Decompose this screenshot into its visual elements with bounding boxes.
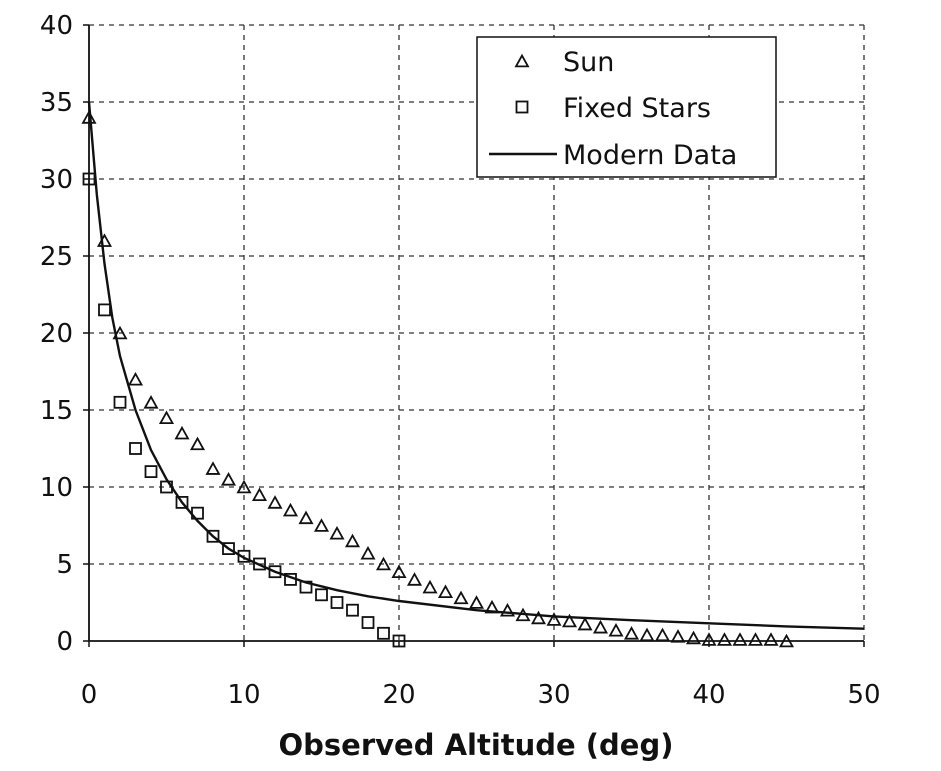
sun-point bbox=[112, 325, 128, 340]
sun-point bbox=[267, 495, 283, 509]
fixed-stars-point bbox=[330, 596, 344, 609]
legend-sun-marker bbox=[514, 53, 530, 68]
sun-point bbox=[623, 626, 640, 640]
sun-point bbox=[732, 632, 748, 646]
sun-point bbox=[96, 233, 113, 247]
sun-point bbox=[701, 632, 717, 646]
y-tick-label: 5 bbox=[56, 550, 73, 580]
sun-point bbox=[561, 613, 578, 628]
sun-point bbox=[468, 595, 485, 609]
fixed-stars-point bbox=[82, 172, 96, 186]
legend-label: Fixed Stars bbox=[563, 93, 711, 124]
fixed-stars-point bbox=[113, 395, 127, 409]
sun-point bbox=[484, 599, 500, 614]
fixed-stars-point bbox=[160, 480, 173, 494]
sun-point bbox=[298, 510, 314, 525]
x-tick-label: 0 bbox=[81, 680, 98, 710]
x-tick-labels: 0 10 20 30 40 50 bbox=[81, 680, 881, 710]
sun-point bbox=[282, 502, 299, 517]
sun-point bbox=[158, 410, 175, 425]
y-tick-label: 25 bbox=[40, 242, 73, 272]
sun-point bbox=[375, 556, 392, 571]
fixed-stars-point bbox=[284, 573, 297, 586]
sun-point bbox=[127, 371, 144, 386]
fixed-stars-point bbox=[253, 557, 266, 571]
sun-point bbox=[453, 590, 469, 605]
modern-data-line bbox=[87, 101, 865, 630]
y-tick-labels: 0 5 10 15 20 25 30 35 40 bbox=[40, 11, 73, 657]
axes bbox=[83, 24, 865, 647]
sun-point bbox=[81, 110, 97, 124]
fixed-stars-point bbox=[361, 616, 375, 629]
fixed-stars-point bbox=[98, 303, 111, 317]
legend-label: Sun bbox=[563, 47, 614, 78]
sun-point bbox=[391, 564, 407, 578]
sun-point bbox=[205, 461, 221, 475]
fixed-stars-point bbox=[392, 634, 406, 648]
sun-point bbox=[406, 572, 423, 586]
sun-point bbox=[546, 612, 562, 626]
fixed-stars-point bbox=[377, 626, 390, 640]
fixed-stars-point bbox=[129, 442, 142, 455]
sun-point bbox=[763, 632, 779, 646]
sun-point bbox=[670, 629, 686, 643]
sun-point bbox=[437, 584, 454, 599]
y-tick-label: 40 bbox=[40, 11, 73, 41]
sun-point bbox=[608, 622, 624, 637]
y-tick-label: 10 bbox=[40, 473, 73, 503]
legend: Sun Fixed Stars Modern Data bbox=[476, 36, 777, 178]
y-tick-label: 0 bbox=[56, 627, 73, 657]
fixed-stars-point bbox=[175, 495, 189, 509]
sun-point bbox=[747, 632, 764, 646]
sun-point bbox=[639, 627, 655, 642]
fixed-stars-point bbox=[206, 529, 220, 543]
x-axis-label: Observed Altitude (deg) bbox=[279, 728, 674, 762]
sun-point bbox=[189, 436, 206, 451]
legend-label: Modern Data bbox=[563, 140, 737, 171]
legend-fixed-stars-marker bbox=[515, 100, 529, 114]
fixed-stars-point bbox=[237, 549, 251, 563]
series bbox=[81, 101, 865, 648]
sun-point bbox=[577, 616, 593, 631]
sun-point bbox=[220, 472, 237, 486]
sun-point bbox=[313, 518, 330, 532]
sun-point bbox=[236, 479, 252, 494]
sun-point bbox=[422, 579, 438, 594]
fixed-stars-point bbox=[346, 603, 359, 617]
sun-point bbox=[530, 610, 547, 625]
fixed-stars-point bbox=[315, 588, 328, 602]
fixed-stars-point bbox=[268, 565, 282, 579]
fixed-stars-point bbox=[299, 580, 313, 594]
sun-point bbox=[515, 607, 531, 622]
y-tick-label: 15 bbox=[40, 396, 73, 426]
y-tick-label: 35 bbox=[40, 88, 73, 118]
sun-point bbox=[778, 633, 795, 648]
sun-point bbox=[716, 632, 733, 646]
y-tick-label: 20 bbox=[40, 319, 73, 349]
fixed-stars-point bbox=[144, 465, 158, 479]
sun-point bbox=[360, 545, 376, 560]
sun-point bbox=[174, 425, 190, 440]
sun-point bbox=[251, 487, 268, 502]
sun-point bbox=[329, 525, 345, 540]
x-tick-label: 20 bbox=[382, 680, 415, 710]
sun-point bbox=[143, 395, 159, 409]
sun-point bbox=[654, 627, 671, 642]
sun-point bbox=[344, 533, 361, 548]
x-tick-label: 50 bbox=[847, 680, 880, 710]
x-tick-label: 10 bbox=[227, 680, 260, 710]
x-tick-label: 40 bbox=[692, 680, 725, 710]
sun-point bbox=[685, 630, 702, 645]
y-tick-label: 30 bbox=[40, 165, 73, 195]
sun-point bbox=[499, 602, 516, 617]
sun-point bbox=[592, 619, 609, 634]
fixed-stars-point bbox=[191, 506, 204, 520]
x-tick-label: 30 bbox=[537, 680, 570, 710]
fixed-stars-point bbox=[222, 542, 235, 555]
